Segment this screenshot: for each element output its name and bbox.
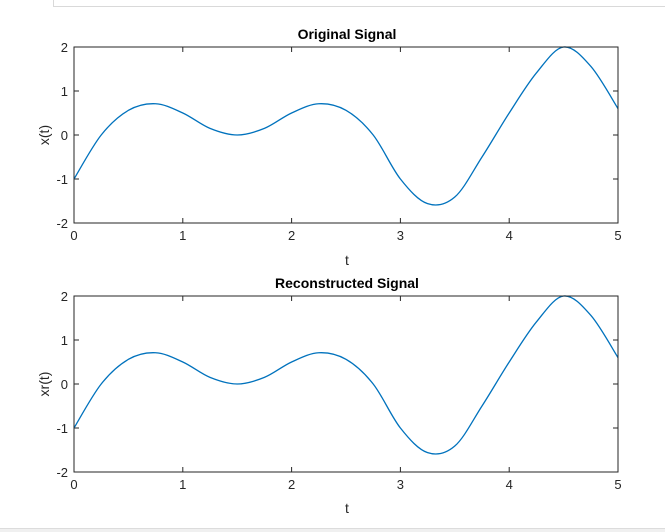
- x-tick-labels: 0 1 2 3 4 5: [70, 477, 621, 492]
- x-tick-label: 1: [179, 477, 186, 492]
- y-tick-label: -1: [56, 421, 68, 436]
- y-tick-label: 2: [61, 289, 68, 304]
- x-tick-label: 5: [614, 228, 621, 243]
- axes-box: [73, 295, 619, 473]
- plot-title: Reconstructed Signal: [275, 275, 419, 291]
- x-tick-label: 5: [614, 477, 621, 492]
- y-tick-label: -2: [56, 216, 68, 231]
- y-tick-label: -2: [56, 465, 68, 480]
- window-top-edge: [53, 0, 665, 7]
- plot-area: [74, 296, 618, 472]
- x-tick-label: 4: [506, 228, 513, 243]
- y-axis-label: xr(t): [36, 372, 52, 397]
- y-tick-label: 1: [61, 84, 68, 99]
- subplot-original: Original Signal 0 1 2 3 4 5 2 1 0 -1 -2 t x(t): [36, 26, 622, 268]
- y-tick-label: -1: [56, 172, 68, 187]
- x-tick-label: 3: [397, 228, 404, 243]
- plot-area: [74, 47, 618, 223]
- y-tick-label: 0: [61, 128, 68, 143]
- x-axis-label: t: [345, 500, 349, 516]
- x-axis-label: t: [345, 252, 349, 268]
- y-axis-label: x(t): [36, 125, 52, 145]
- series-line: [73, 46, 619, 206]
- window-bottom-strip: [0, 528, 665, 532]
- series-line: [73, 295, 619, 455]
- x-tick-label: 0: [70, 228, 77, 243]
- y-tick-label: 2: [61, 40, 68, 55]
- y-tick-label: 1: [61, 333, 68, 348]
- axes-box: [73, 46, 619, 224]
- y-tick-labels: 2 1 0 -1 -2: [56, 289, 68, 480]
- x-tick-labels: 0 1 2 3 4 5: [70, 228, 621, 243]
- x-tick-label: 3: [397, 477, 404, 492]
- y-tick-labels: 2 1 0 -1 -2: [56, 40, 68, 231]
- x-tick-label: 4: [506, 477, 513, 492]
- x-tick-label: 0: [70, 477, 77, 492]
- y-tick-label: 0: [61, 377, 68, 392]
- x-tick-label: 1: [179, 228, 186, 243]
- plot-title: Original Signal: [298, 26, 397, 42]
- subplot-reconstructed: Reconstructed Signal 0 1 2 3 4 5 2 1 0 -1 -2 t xr…: [36, 275, 622, 516]
- x-tick-label: 2: [288, 228, 295, 243]
- x-tick-label: 2: [288, 477, 295, 492]
